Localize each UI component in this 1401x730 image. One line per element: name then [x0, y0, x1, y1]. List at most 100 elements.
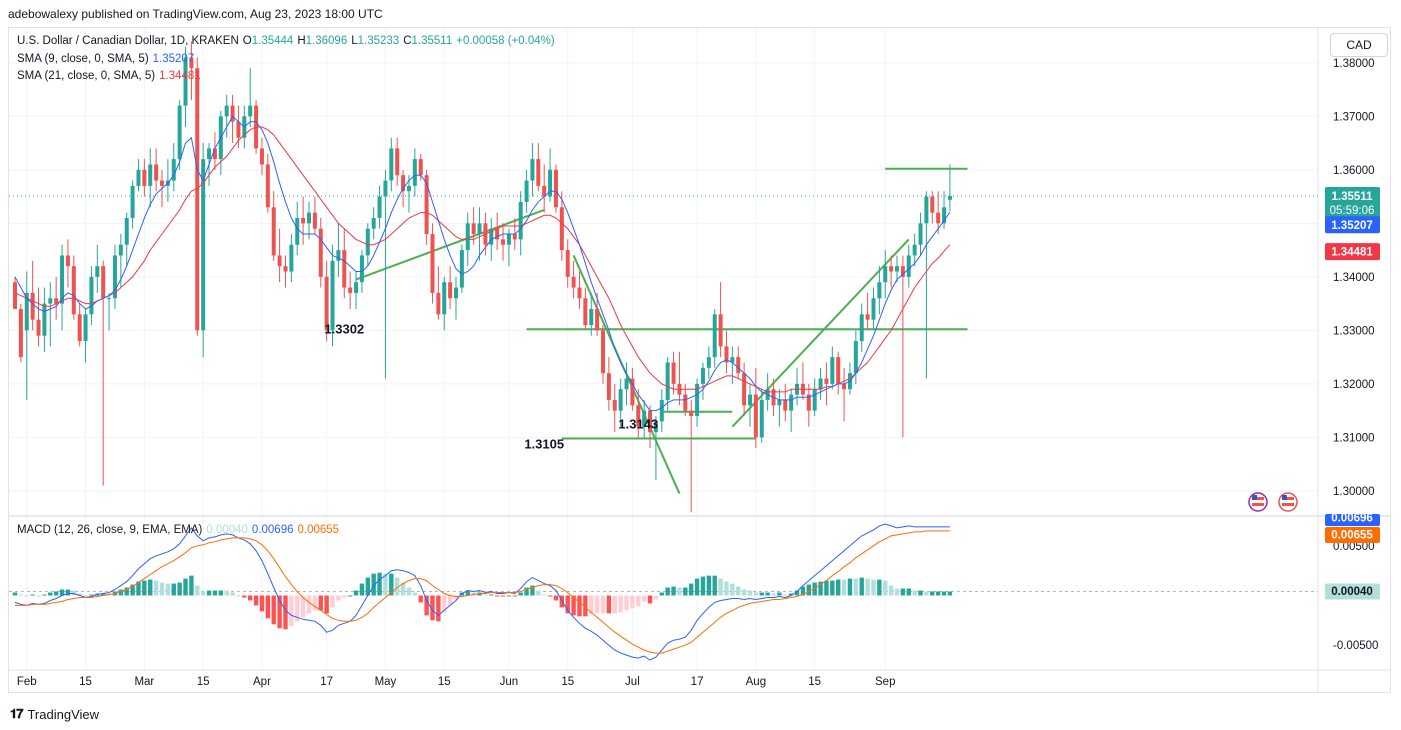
macd-histogram-bar	[636, 595, 641, 607]
candle-body	[936, 212, 941, 224]
macd-histogram-bar	[153, 580, 159, 596]
macd-histogram-bar	[253, 595, 259, 606]
candle	[595, 292, 600, 336]
signal-value-tag: 0.00655	[1325, 527, 1380, 543]
high-value: 1.36096	[305, 35, 348, 47]
time-tick-label: May	[375, 676, 397, 688]
macd-histogram-bar	[824, 580, 829, 596]
candle-body	[112, 255, 117, 299]
candle-body	[471, 223, 476, 235]
candle-body	[824, 378, 829, 384]
macd-histogram-bar	[883, 580, 888, 596]
candle-body	[424, 175, 429, 235]
candle	[542, 164, 547, 213]
macd-histogram-bar	[706, 575, 712, 596]
candle-body	[454, 287, 458, 299]
macd-histogram-bar	[218, 590, 223, 596]
macd-histogram-bar	[489, 594, 494, 596]
candle-body	[42, 303, 47, 336]
macd-histogram-bar	[277, 595, 282, 629]
macd-histogram-bar	[600, 595, 606, 614]
macd-histogram-bar	[300, 595, 306, 618]
macd-histogram-bar	[794, 590, 800, 596]
candle	[212, 132, 217, 170]
candle	[883, 250, 888, 299]
macd-histogram-bar	[306, 595, 312, 614]
candle	[442, 276, 447, 331]
candle	[171, 143, 176, 192]
sma9-price-tag-text: 1.35207	[1331, 220, 1373, 232]
macd-histogram-bar	[89, 594, 94, 596]
macd-histogram-bar	[353, 590, 359, 596]
candle	[624, 362, 629, 406]
candle	[871, 287, 876, 331]
last-price-text: 1.35511	[1332, 191, 1374, 203]
macd-histogram-bar	[547, 595, 553, 597]
candle	[224, 94, 229, 138]
macd-histogram-bar	[77, 593, 82, 596]
candle-body	[924, 196, 929, 224]
candle-body	[60, 255, 65, 304]
candle-body	[365, 228, 370, 256]
candle	[712, 308, 717, 368]
macd-histogram-bar	[371, 573, 376, 596]
macd-histogram-bar	[400, 582, 406, 596]
currency-button[interactable]: CAD	[1330, 33, 1388, 57]
candle	[842, 367, 847, 422]
candle	[371, 207, 376, 240]
candle	[947, 164, 952, 212]
candle-body	[789, 394, 794, 411]
candle	[130, 180, 135, 229]
candle	[248, 68, 253, 128]
macd-histogram-bar	[689, 583, 694, 596]
candle-body	[742, 373, 747, 406]
candle-body	[618, 389, 623, 411]
candle-body	[418, 159, 423, 176]
candle	[736, 346, 741, 379]
candle-body	[30, 292, 35, 320]
candle	[218, 110, 223, 176]
macd-histogram-bar	[524, 587, 529, 596]
candle-body	[683, 394, 688, 411]
open-value: 1.35444	[251, 35, 294, 47]
price-tick-label: 1.32000	[1333, 379, 1375, 391]
candle-body	[859, 314, 864, 342]
price-tick-label: 1.33000	[1333, 325, 1375, 337]
macd-histogram-bar	[806, 584, 811, 596]
macd-histogram-bar	[753, 592, 759, 596]
candle	[530, 143, 535, 197]
macd-histogram-bar	[712, 575, 717, 596]
candle	[906, 244, 911, 288]
candle-body	[259, 148, 264, 165]
macd-histogram-bar	[189, 575, 194, 596]
macd-histogram-bar	[818, 581, 823, 596]
macd-histogram-bar	[941, 591, 947, 596]
footer-brand[interactable]: 𝟏𝟕 TradingView	[10, 706, 99, 722]
macd-value-tag: 0.00696	[1325, 513, 1380, 526]
macd-histogram-bar	[42, 594, 47, 596]
candle-body	[212, 148, 217, 160]
candle-body	[236, 121, 241, 138]
candle	[918, 212, 923, 256]
candle-body	[442, 282, 447, 315]
candle-body	[383, 180, 388, 197]
candle-body	[536, 159, 541, 186]
sma9-price-tag: 1.35207	[1325, 216, 1380, 234]
macd-histogram-bar	[142, 580, 147, 596]
candle	[795, 367, 800, 406]
candle	[377, 185, 382, 229]
candle	[942, 191, 947, 229]
candle	[759, 389, 764, 443]
macd-histogram-bar	[847, 578, 853, 596]
candle	[748, 383, 752, 427]
candle-body	[906, 255, 911, 277]
candle-body	[730, 357, 735, 363]
macd-histogram-bar	[671, 586, 676, 596]
candle-body	[406, 185, 411, 192]
last-price-tag: 1.35511 05:59:06	[1325, 187, 1380, 220]
candle-body	[501, 239, 506, 245]
candle	[671, 351, 676, 395]
candle-body	[195, 68, 200, 331]
hist-value-tag-bg	[1325, 583, 1380, 600]
